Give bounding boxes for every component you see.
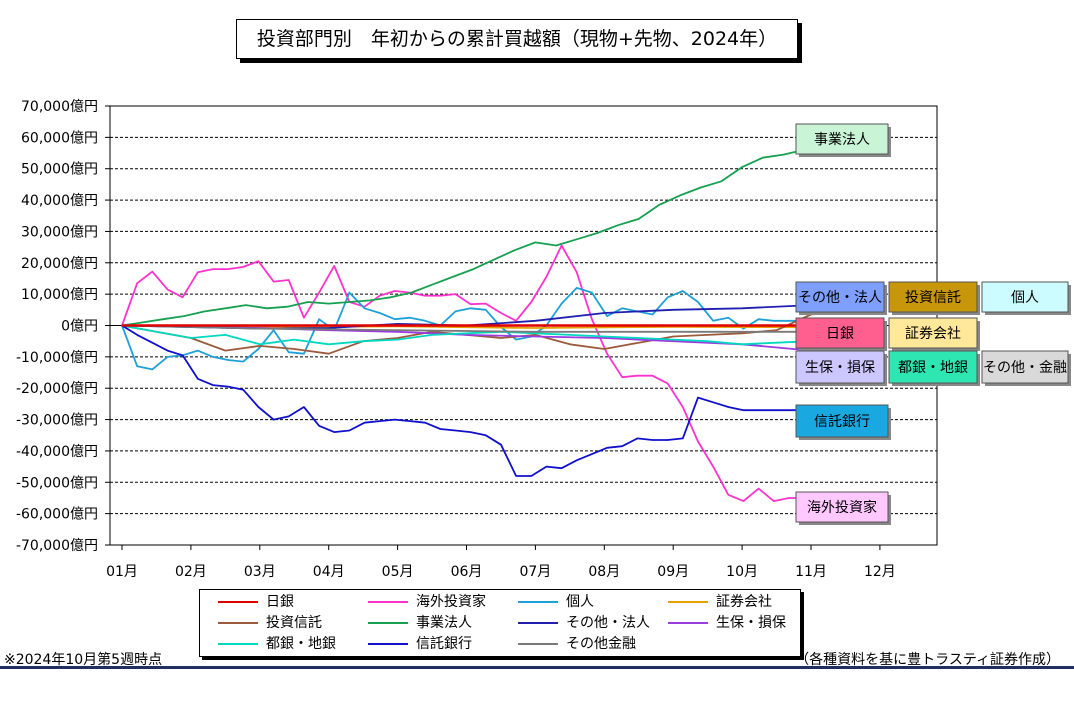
legend-swatch [218,643,258,645]
annotation-6: 生保・損保 [795,350,887,386]
annotation-0: 事業法人 [795,123,891,157]
footnote-left: ※2024年10月第5週時点 [4,652,163,668]
x-tick-label: 02月 [175,564,207,580]
legend-label: その他・法人 [566,615,650,631]
series-line-10 [121,324,867,333]
legend-label: 個人 [566,594,594,610]
legend-label: 事業法人 [416,615,472,631]
annotation-text: 都銀・地銀 [898,360,968,376]
y-tick-label: -30,000億円 [16,413,98,429]
y-tick-label: 50,000億円 [21,162,98,178]
series-line-2 [121,286,835,371]
annotation-7: 都銀・地銀 [888,350,980,386]
annotation-10: 海外投資家 [795,491,891,525]
annotation-2: 投資信託 [888,281,980,315]
y-tick-label: -40,000億円 [16,444,98,460]
legend-swatch [218,622,258,624]
footnote-right: （各種資料を基に豊トラスティ証券作成） [795,652,1060,668]
annotation-text: 海外投資家 [807,499,877,516]
y-tick-label: 10,000億円 [21,287,98,303]
legend-swatch [368,622,408,624]
annotation-5: 証券会社 [888,317,980,351]
x-tick-label: 11月 [795,564,827,580]
annotation-8: その他・金融 [981,350,1071,386]
legend-swatch [368,601,408,603]
legend-label: 都銀・地銀 [266,636,336,652]
legend-label: 信託銀行 [416,636,472,652]
series-line-5 [121,134,867,327]
x-tick-label: 05月 [382,564,414,580]
y-tick-label: -60,000億円 [16,507,98,523]
y-tick-labels: 70,000億円 60,000億円 50,000億円 40,000億円 30,000億円… [16,99,98,554]
legend-swatch [668,601,708,603]
y-tick-label: 0億円 [61,319,98,335]
series-line-1 [121,244,865,503]
x-tick-labels: 01月 02月 03月 04月 05月 06月 07月 08月 09月 10月 11月 12月 [106,564,896,580]
series-line-9 [121,324,865,477]
x-tick-label: 07月 [519,564,551,580]
x-tick-label: 08月 [588,564,620,580]
x-tick-label: 01月 [106,564,138,580]
legend-label: 投資信託 [266,615,322,631]
x-tick-label: 03月 [244,564,276,580]
y-tick-label: 30,000億円 [21,224,98,240]
y-tick-label: 60,000億円 [21,130,98,146]
legend-swatch [518,643,558,645]
y-tick-label: 40,000億円 [21,193,98,209]
x-tick-label: 12月 [864,564,896,580]
y-tick-label: 20,000億円 [21,256,98,272]
legend-label: 証券会社 [716,594,772,610]
annotation-9: 信託銀行 [795,404,891,440]
y-tick-label: -20,000億円 [16,381,98,397]
legend-label: 海外投資家 [416,594,486,610]
legend: 日銀 海外投資家 個人 証券会社投資信託 事業法人 その他・法人 生保・損保都銀・地銀 信託銀… [199,589,801,657]
legend-label: 生保・損保 [716,615,786,631]
x-tick-label: 06月 [451,564,483,580]
legend-label: その他金融 [566,636,636,652]
bottom-rule [0,666,1074,669]
legend-swatch [518,601,558,603]
annotation-4: 日銀 [795,317,887,351]
x-tick-label: 10月 [726,564,758,580]
annotation-text: 事業法人 [814,132,870,148]
annotation-text: 証券会社 [905,326,961,342]
annotation-text: 生保・損保 [805,360,875,376]
legend-swatch [668,622,708,624]
annotation-text: 個人 [1011,290,1039,306]
chart-title: 投資部門別 年初からの累計買越額（現物+先物、2024年） [236,19,798,59]
annotation-text: 投資信託 [905,290,961,306]
annotation-text: 日銀 [826,326,854,342]
annotation-text: 信託銀行 [814,414,870,430]
annotation-text: その他・法人 [798,290,882,306]
annotation-3: 個人 [981,281,1071,315]
legend-label: 日銀 [266,594,294,610]
legend-swatch [518,622,558,624]
annotation-text: その他・金融 [983,360,1067,376]
y-tick-label: -50,000億円 [16,475,98,491]
y-tick-label: -10,000億円 [16,350,98,366]
x-tick-label: 04月 [313,564,345,580]
x-tick-label: 09月 [657,564,689,580]
legend-swatch [368,643,408,645]
legend-swatch [218,601,258,603]
y-tick-label: -70,000億円 [16,538,98,554]
annotation-1: その他・法人 [795,281,887,315]
series-lines [121,134,867,503]
y-tick-label: 70,000億円 [21,99,98,115]
